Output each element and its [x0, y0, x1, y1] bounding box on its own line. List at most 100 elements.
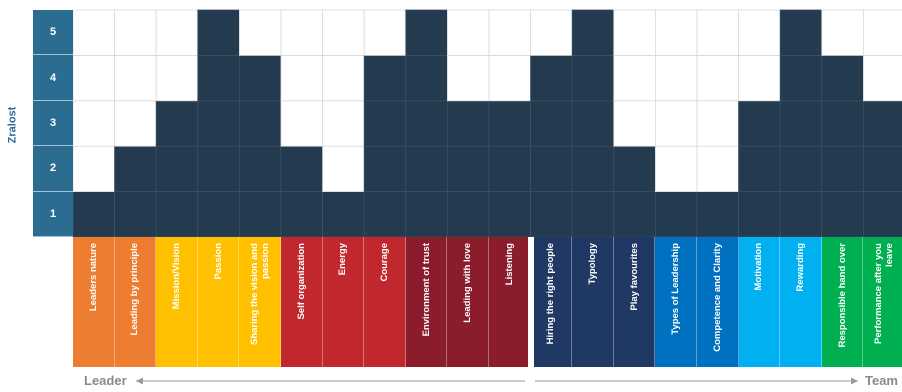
category-label-5: Sharing the vision and passion [239, 237, 281, 367]
cell-5-level-3 [238, 100, 282, 147]
cell-1-level-5 [72, 9, 115, 56]
cell-7-level-1 [322, 191, 365, 238]
cell-18-level-1 [779, 191, 823, 238]
cell-15-level-5 [655, 9, 698, 56]
cell-3-level-3 [155, 100, 199, 147]
category-label-2: Leading by principle [114, 237, 157, 367]
category-label-11: Listening [489, 237, 531, 367]
cell-19-level-2 [821, 145, 864, 192]
cell-10-level-2 [446, 145, 490, 192]
category-label-13: Typology [572, 237, 614, 367]
cell-9-level-3 [405, 100, 448, 147]
level-label-3: 3 [33, 100, 73, 147]
cell-12-level-2 [530, 145, 573, 192]
cell-8-level-4 [363, 55, 407, 102]
cell-10-level-3 [446, 100, 490, 147]
cell-2-level-3 [114, 100, 157, 147]
cell-2-level-4 [114, 55, 157, 102]
cell-3-level-5 [155, 9, 199, 56]
cell-4-level-1 [197, 191, 240, 238]
axis-arrows [136, 377, 858, 385]
cell-11-level-3 [488, 100, 531, 147]
cell-14-level-2 [613, 145, 656, 192]
cell-14-level-4 [613, 55, 656, 102]
cell-1-level-4 [72, 55, 115, 102]
cell-8-level-2 [363, 145, 407, 192]
category-label-19: Responsible hand over [821, 237, 864, 367]
cell-13-level-3 [571, 100, 615, 147]
category-label-18: Rewarding [780, 237, 822, 367]
cell-8-level-3 [363, 100, 407, 147]
cell-11-level-1 [488, 191, 531, 238]
category-text: Play favourites [628, 243, 640, 311]
category-text: Performance after you leave [872, 243, 895, 344]
category-text: Leading by principle [129, 243, 141, 336]
category-text: Types of Leadership [670, 243, 682, 335]
cell-5-level-4 [238, 55, 282, 102]
cell-15-level-1 [655, 191, 698, 238]
category-text: Passion [212, 243, 224, 280]
cell-6-level-3 [280, 100, 323, 147]
cell-17-level-3 [738, 100, 781, 147]
cell-4-level-2 [197, 145, 240, 192]
cell-1-level-1 [72, 191, 115, 238]
level-label-1: 1 [33, 191, 73, 237]
grid-cells [72, 9, 902, 238]
y-axis-label: Zralost [6, 106, 18, 144]
category-text: Rewarding [794, 243, 806, 292]
cell-6-level-5 [280, 9, 323, 56]
cell-1-level-3 [72, 100, 115, 147]
cell-15-level-4 [655, 55, 698, 102]
category-label-14: Play favourites [613, 237, 656, 367]
cell-3-level-1 [155, 191, 199, 238]
axis-label-team: Team [865, 373, 898, 388]
category-text: Sharing the vision and passion [248, 243, 271, 345]
cell-14-level-3 [613, 100, 656, 147]
category-text: Competence and Clarity [711, 243, 723, 352]
category-text: Responsible hand over [836, 243, 848, 348]
category-text: Hiring the right people [545, 243, 557, 345]
cell-7-level-3 [322, 100, 365, 147]
cell-10-level-5 [446, 9, 490, 56]
category-label-6: Self organization [281, 237, 323, 367]
cell-17-level-5 [738, 9, 781, 56]
cell-11-level-4 [488, 55, 531, 102]
category-label-10: Leading with love [447, 237, 489, 367]
cell-20-level-2 [863, 145, 902, 192]
category-label-7: Energy [322, 237, 365, 367]
cell-16-level-4 [696, 55, 739, 102]
cell-14-level-5 [613, 9, 656, 56]
cell-4-level-4 [197, 55, 240, 102]
cell-20-level-1 [863, 191, 902, 238]
axis-arrowhead-left [136, 377, 143, 385]
cell-5-level-5 [238, 9, 282, 56]
category-label-20: Performance after you leave [863, 237, 902, 367]
category-text: Courage [378, 243, 390, 282]
cell-16-level-2 [696, 145, 739, 192]
cell-9-level-1 [405, 191, 448, 238]
category-text: Listening [503, 243, 515, 286]
cell-2-level-1 [114, 191, 157, 238]
cell-17-level-4 [738, 55, 781, 102]
category-label-16: Competence and Clarity [697, 237, 739, 367]
cell-16-level-3 [696, 100, 739, 147]
cell-9-level-2 [405, 145, 448, 192]
cell-10-level-1 [446, 191, 490, 238]
level-label-2: 2 [33, 146, 73, 192]
cell-15-level-2 [655, 145, 698, 192]
axis-arrowhead-right [851, 377, 858, 385]
category-label-12: Hiring the right people [530, 237, 573, 367]
cell-6-level-2 [280, 145, 323, 192]
level-label-5: 5 [33, 10, 73, 56]
cell-8-level-5 [363, 9, 407, 56]
category-text: Environment of trust [420, 243, 432, 337]
category-label-17: Motivation [738, 237, 781, 367]
category-text: Self organization [295, 243, 307, 320]
category-label-15: Types of Leadership [655, 237, 697, 367]
cell-12-level-3 [530, 100, 573, 147]
cell-7-level-5 [322, 9, 365, 56]
cell-10-level-4 [446, 55, 490, 102]
cell-2-level-2 [114, 145, 157, 192]
axis-label-leader: Leader [84, 373, 127, 388]
